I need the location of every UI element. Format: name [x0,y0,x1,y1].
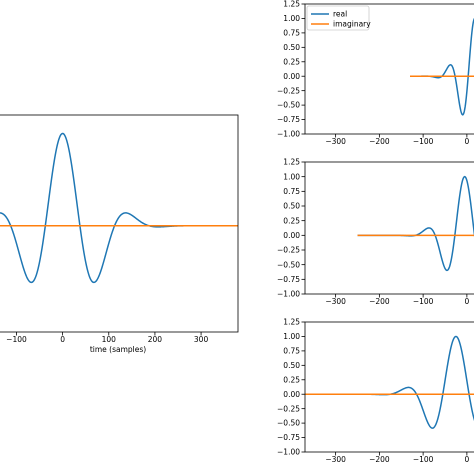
bottom-right-ytick-label: 1.00 [283,332,300,341]
top-right-xtick-label: −200 [369,137,390,146]
bottom-right-ytick-label: 1.25 [283,318,300,327]
bottom-right-xtick-label: −100 [413,455,434,464]
main-panel: −100 0 100 200 300 time (samples) [0,114,239,354]
middle-right-ytick-label: 1.25 [283,158,300,167]
middle-right-ytick-label: −1.00 [277,290,300,299]
middle-right-ytick-label: −0.75 [277,275,300,284]
main-xlabel: time (samples) [90,345,146,354]
middle-right-xtick-label: −200 [369,297,390,306]
middle-right-ytick-label: 1.00 [283,172,300,181]
top-right-ytick-label: −0.25 [277,86,300,95]
bottom-right-ytick-label: 0.75 [283,346,300,355]
top-right-ytick-label: 0.00 [283,72,300,81]
legend-imaginary-label: imaginary [333,20,371,29]
main-series-real [0,132,201,284]
top-right-ytick-label: 1.00 [283,14,300,23]
middle-right-xtick-label: −300 [325,297,346,306]
middle-right-xtick-label: 0 [464,297,469,306]
top-right-xtick-label: −100 [413,137,434,146]
middle-right-series-real [357,175,474,272]
top-right-ytick-label: −0.75 [277,115,300,124]
top-right-panel: −300 −200 −100 0 −1.00 −0.75 −0.50 −0.25 0.00 0.2… [277,0,474,146]
middle-right-ytick-label: 0.75 [283,187,300,196]
bottom-right-xtick-label: −200 [369,455,390,464]
bottom-right-ytick-label: 0.00 [283,390,300,399]
bottom-right-series-real [305,335,474,429]
middle-right-ytick-label: 0.25 [283,216,300,225]
main-xtick-label: −100 [6,335,27,344]
top-right-axes-frame [304,3,474,135]
bottom-right-ytick-label: −0.50 [277,419,300,428]
top-right-ytick-label: −0.50 [277,101,300,110]
top-right-ytick-label: 0.25 [283,57,300,66]
middle-right-axes-frame [304,161,474,295]
main-axes-frame [0,114,239,333]
bottom-right-axes-frame [304,321,474,453]
bottom-right-xtick-label: −300 [325,455,346,464]
middle-right-ytick-label: −0.25 [277,246,300,255]
main-xtick-label: 200 [148,335,163,344]
middle-right-panel: −300 −200 −100 0 −1.00 −0.75 −0.50 −0.25 0.00 0.2… [277,158,474,306]
bottom-right-ytick-label: −1.00 [277,448,300,457]
bottom-right-xtick-label: 0 [464,455,469,464]
main-xtick-label: 100 [102,335,117,344]
bottom-right-ytick-label: 0.50 [283,361,300,370]
bottom-right-panel: −300 −200 −100 0 −1.00 −0.75 −0.50 −0.25 0.00 0.2… [277,318,474,464]
middle-right-ytick-label: 0.50 [283,202,300,211]
top-right-series-real [410,17,474,116]
top-right-ytick-label: 0.75 [283,28,300,37]
bottom-right-ytick-label: −0.25 [277,404,300,413]
top-right-ytick-label: −1.00 [277,130,300,139]
top-right-ytick-label: 1.25 [283,0,300,9]
top-right-xtick-label: 0 [464,137,469,146]
top-right-xtick-label: −300 [325,137,346,146]
bottom-right-ytick-label: 0.25 [283,375,300,384]
middle-right-xtick-label: −100 [413,297,434,306]
top-right-ytick-label: 0.50 [283,43,300,52]
legend: real imaginary [306,5,371,31]
main-xtick-label: 0 [60,335,65,344]
legend-real-label: real [333,10,347,19]
main-xtick-label: 300 [194,335,209,344]
bottom-right-ytick-label: −0.75 [277,433,300,442]
middle-right-ytick-label: 0.00 [283,231,300,240]
middle-right-ytick-label: −0.50 [277,260,300,269]
